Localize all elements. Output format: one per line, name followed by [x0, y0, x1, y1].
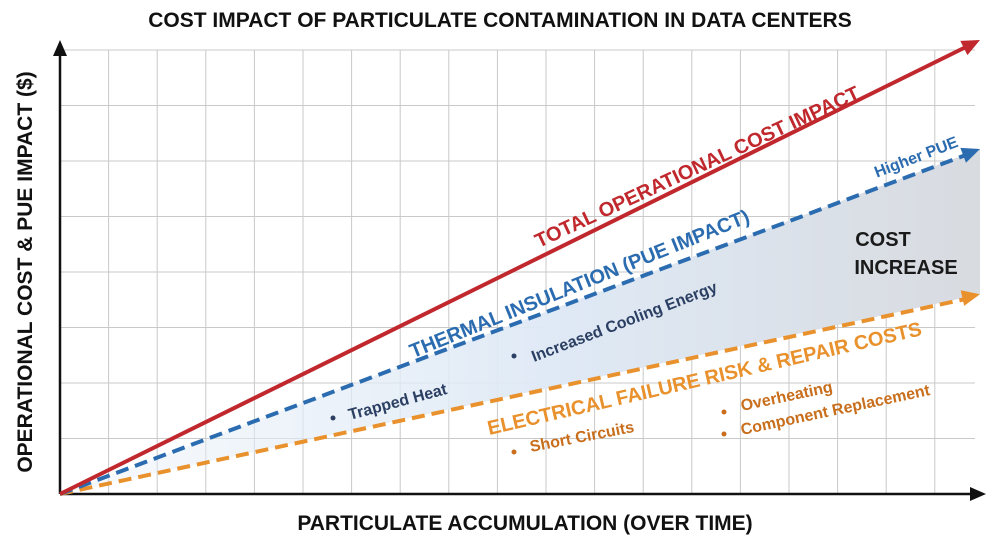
- x-axis-arrow: [970, 487, 986, 501]
- chart-title: COST IMPACT OF PARTICULATE CONTAMINATION…: [148, 9, 851, 32]
- axes: [53, 40, 986, 501]
- x-axis-label: PARTICULATE ACCUMULATION (OVER TIME): [297, 512, 752, 535]
- series-group: [59, 40, 980, 496]
- series-line-electrical-arrowhead: [960, 290, 980, 306]
- series-line-thermal-arrowhead: [960, 147, 980, 163]
- bullet-dot: [330, 415, 336, 421]
- series-line-total: [59, 41, 975, 496]
- bullet-text: Component Replacement: [739, 382, 932, 439]
- cost-increase-area: [60, 148, 980, 494]
- series-line-electrical: [59, 295, 975, 496]
- y-axis-arrow: [53, 40, 67, 56]
- bullet-dot: [721, 431, 727, 437]
- y-axis-label: OPERATIONAL COST & PUE IMPACT ($): [14, 71, 37, 472]
- cost-increase-line-1: COST: [855, 229, 911, 251]
- series-line-total-arrowhead: [960, 40, 980, 56]
- bullet-dot: [511, 353, 517, 359]
- bullet-dot: [721, 409, 727, 415]
- cost-increase-line-2: INCREASE: [854, 257, 957, 279]
- series-line-thermal: [59, 150, 975, 496]
- bullet-dot: [511, 449, 517, 455]
